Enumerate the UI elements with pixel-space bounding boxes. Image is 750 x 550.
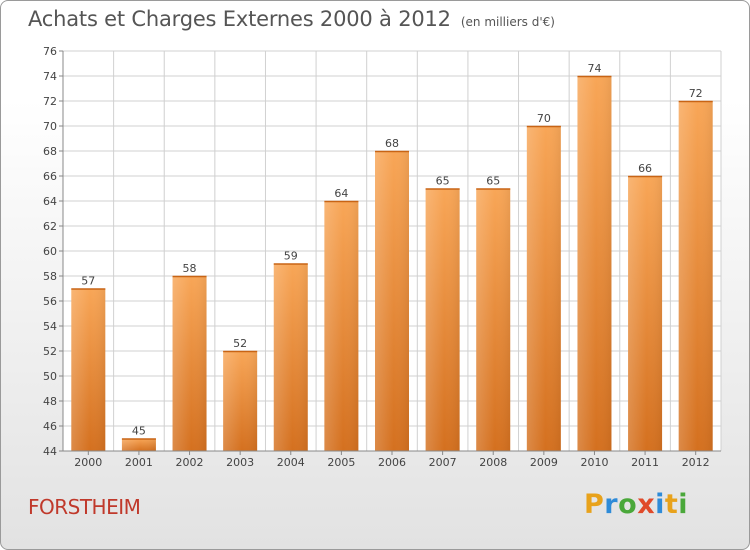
y-tick-label: 54 [43,320,57,333]
unit-text: (en milliers d'€) [460,15,555,29]
x-tick-label: 2005 [327,456,355,469]
y-tick-label: 52 [43,345,57,358]
x-tick-label: 2006 [378,456,406,469]
bar-shading [172,276,207,451]
bar-shading [577,76,612,451]
logo-letter: i [655,489,665,520]
bar-shading [425,188,460,451]
chart-title: Achats et Charges Externes 2000 à 2012 (e… [28,7,555,31]
bar-shading [223,351,258,451]
logo-letter: r [604,489,619,520]
data-label: 57 [81,275,95,288]
bar-shading [375,151,409,451]
x-tick-label: 2001 [125,456,153,469]
logo-letter: x [637,489,656,520]
y-tick-label: 68 [43,145,57,158]
data-label: 70 [537,112,551,125]
y-tick-label: 44 [43,445,57,458]
commune-name: FORSTHEIM [28,495,141,519]
y-tick-label: 48 [43,395,57,408]
x-tick-label: 2002 [176,456,204,469]
data-label: 74 [587,62,601,75]
y-tick-label: 64 [43,195,57,208]
logo-letter: t [664,489,679,520]
x-tick-label: 2000 [74,456,102,469]
x-tick-label: 2007 [429,456,457,469]
bar-shading [324,201,359,451]
bar-shading [628,176,663,451]
x-tick-label: 2010 [580,456,608,469]
bar-shading [71,288,106,451]
data-label: 65 [486,175,500,188]
x-tick-label: 2004 [277,456,305,469]
y-tick-label: 58 [43,270,57,283]
data-label: 68 [385,137,399,150]
logo-letter: i [678,489,689,520]
x-tick-label: 2003 [226,456,254,469]
y-tick-label: 60 [43,245,57,258]
logo-letter: P [584,489,605,520]
y-tick-label: 70 [43,120,57,133]
bar-shading [121,438,156,451]
y-tick-label: 66 [43,170,57,183]
y-tick-label: 74 [43,70,57,83]
bar-shading [678,101,713,451]
x-tick-label: 2009 [530,456,558,469]
y-tick-label: 46 [43,420,57,433]
y-tick-label: 72 [43,95,57,108]
data-label: 65 [436,175,450,188]
logo-letter: o [618,489,638,520]
data-label: 59 [284,250,298,263]
y-tick-label: 56 [43,295,57,308]
bar-shading [526,126,561,451]
x-tick-label: 2011 [631,456,659,469]
y-tick-label: 62 [43,220,57,233]
data-label: 66 [638,162,652,175]
data-label: 64 [334,187,348,200]
y-tick-label: 76 [43,45,57,58]
title-text: Achats et Charges Externes 2000 à 2012 [28,7,451,31]
proxiti-logo: Proxiti [584,489,688,520]
bar-shading [273,263,308,451]
bar-shading [476,188,511,451]
data-label: 45 [132,425,146,438]
data-label: 52 [233,337,247,350]
data-label: 72 [689,87,703,100]
data-label: 58 [183,262,197,275]
x-tick-label: 2012 [682,456,710,469]
x-tick-label: 2008 [479,456,507,469]
y-tick-label: 50 [43,370,57,383]
